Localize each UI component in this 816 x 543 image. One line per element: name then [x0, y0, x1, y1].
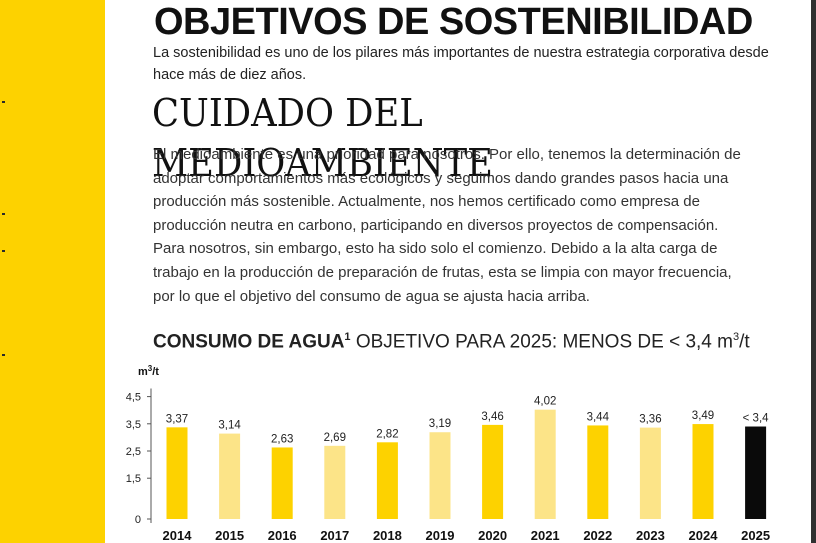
y-tick-label: 0 — [135, 514, 141, 526]
x-tick-label-2017: 2017 — [320, 528, 349, 543]
bar-2021 — [534, 409, 556, 519]
bar-2019 — [429, 432, 451, 519]
intro-paragraph: La sostenibilidad es uno de los pilares … — [153, 45, 769, 83]
water-consumption-chart: m3/t 0 1,5 2,5 3,5 4,5 3,37 3,14 2,63 2,69 2,82 3… — [126, 364, 770, 543]
data-label-2024: 3,49 — [692, 410, 714, 422]
x-tick-label-2014: 2014 — [163, 528, 193, 543]
x-tick-label-2025: 2025 — [741, 528, 770, 543]
x-tick-label-2015: 2015 — [215, 528, 244, 543]
y-axis-unit-exponent: 3 — [148, 364, 153, 373]
page-title: OBJETIVOS DE SOSTENIBILIDAD — [154, 1, 753, 43]
bar-2018 — [376, 442, 398, 519]
y-tick-label: 1,5 — [126, 473, 141, 485]
chart-heading: CONSUMO DE AGUA1 OBJETIVO PARA 2025: MEN… — [153, 325, 750, 354]
x-tick-label-2016: 2016 — [268, 528, 297, 543]
unit-tail: /t — [739, 331, 750, 353]
sidebar-mark — [2, 213, 5, 215]
data-label-2014: 3,37 — [166, 413, 188, 425]
chart-heading-bold: CONSUMO DE AGUA — [153, 331, 345, 353]
bar-2015 — [219, 433, 241, 519]
data-label-2015: 3,14 — [218, 420, 241, 432]
y-tick-label: 3,5 — [126, 419, 141, 431]
x-tick-label-2024: 2024 — [689, 528, 719, 543]
data-label-2019: 3,19 — [429, 418, 451, 430]
data-label-2025: < 3,4 — [743, 413, 770, 425]
bar-2022 — [587, 425, 609, 519]
x-tick-label-2023: 2023 — [636, 528, 665, 543]
sidebar-mark — [2, 354, 5, 356]
y-tick-label: 4,5 — [126, 392, 141, 404]
y-tick-label: 2,5 — [126, 446, 141, 458]
chart-heading-target: OBJETIVO PARA 2025: MENOS DE < 3,4 m — [350, 331, 733, 353]
x-tick-label-2022: 2022 — [583, 528, 612, 543]
x-tick-label-2020: 2020 — [478, 528, 507, 543]
bar-2024 — [692, 424, 714, 519]
sidebar-mark — [2, 250, 5, 252]
scrollbar-edge — [811, 0, 816, 543]
bar-2016 — [271, 447, 293, 519]
section-subtitle: CUIDADO DEL MEDIOAMBIENTE — [152, 91, 493, 185]
bar-2020 — [482, 424, 504, 519]
data-label-2021: 4,02 — [534, 396, 556, 408]
data-label-2022: 3,44 — [587, 411, 610, 423]
bar-2025 — [745, 426, 767, 519]
y-axis-unit-text: m3/t — [138, 364, 159, 378]
data-label-2018: 2,82 — [376, 428, 398, 440]
y-axis-unit-tail: /t — [152, 366, 159, 378]
sidebar-mark — [2, 101, 5, 103]
bar-2023 — [639, 427, 661, 519]
data-label-2020: 3,46 — [481, 411, 503, 423]
y-axis-unit-label: m3/t — [138, 364, 159, 378]
footnote-marker: 1 — [344, 331, 351, 343]
unit-exponent: 3 — [732, 331, 740, 343]
data-label-2023: 3,36 — [639, 414, 661, 426]
x-tick-label-2021: 2021 — [531, 528, 560, 543]
brand-sidebar — [0, 0, 105, 543]
x-tick-label-2019: 2019 — [426, 528, 455, 543]
bar-2017 — [324, 445, 346, 519]
body-paragraph: El medioambiente es una prioridad para n… — [153, 146, 741, 305]
data-label-2017: 2,69 — [324, 432, 346, 444]
bar-2014 — [166, 427, 188, 519]
x-tick-label-2018: 2018 — [373, 528, 402, 543]
data-label-2016: 2,63 — [271, 433, 293, 445]
